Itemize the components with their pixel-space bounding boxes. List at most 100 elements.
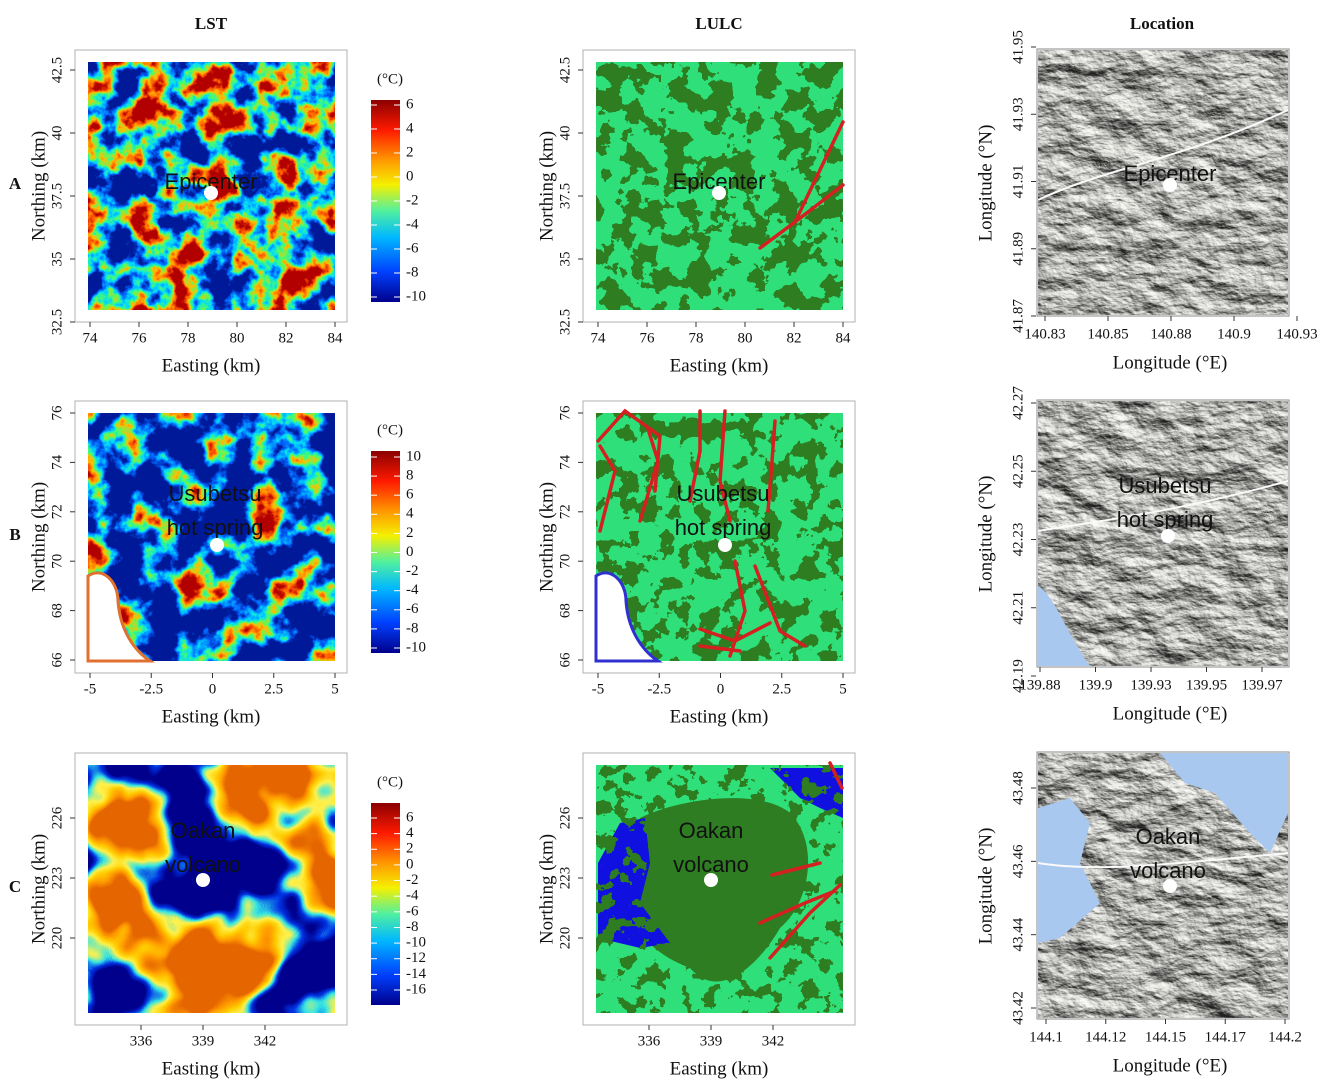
x-tick-label: 139.97 — [1241, 677, 1283, 693]
y-tick-label: 223 — [49, 867, 65, 890]
site-marker — [712, 186, 726, 200]
y-tick-label: 66 — [557, 652, 573, 668]
x-tick-label: 2.5 — [264, 681, 283, 697]
x-tick-label: 342 — [254, 1033, 277, 1049]
site-annotation: hot spring — [167, 515, 264, 540]
y-tick-label: 68 — [557, 603, 573, 618]
colorbar-tick-label: -14 — [406, 966, 426, 982]
x-tick-label: 144.2 — [1268, 1029, 1302, 1045]
x-tick-label: 80 — [230, 330, 245, 346]
x-tick-label: 342 — [762, 1033, 785, 1049]
x-tick-label: 339 — [700, 1033, 723, 1049]
colorbar-tick-label: 4 — [406, 506, 414, 522]
site-marker — [196, 873, 210, 887]
colorbar-tick-label: 6 — [406, 487, 414, 503]
x-axis-label: Longitude (°E) — [1113, 703, 1228, 724]
y-axis-label: Longitude (°N) — [975, 828, 996, 945]
site-annotation: hot spring — [1117, 507, 1214, 532]
colorbar-tick-label: -6 — [406, 903, 419, 919]
colorbar-tick-label: -10 — [406, 935, 426, 951]
x-tick-label: 144.17 — [1205, 1029, 1247, 1045]
colorbar-tick-label: -16 — [406, 981, 426, 997]
y-tick-label: 72 — [49, 504, 65, 519]
colorbar-tick-label: 4 — [406, 825, 414, 841]
colorbar-tick-label: -12 — [406, 950, 426, 966]
y-tick-label: 41.93 — [1010, 97, 1026, 131]
y-tick-label: 70 — [557, 554, 573, 569]
site-marker — [1163, 178, 1177, 192]
y-tick-label: 76 — [49, 405, 65, 421]
y-tick-label: 41.95 — [1010, 30, 1026, 64]
x-tick-label: 140.88 — [1150, 326, 1191, 342]
y-tick-label: 42.5 — [49, 57, 65, 83]
lst-raster — [88, 765, 335, 1013]
colorbar-tick-label: 2 — [406, 841, 414, 857]
site-annotation: Usubetsu — [169, 481, 262, 506]
site-marker — [210, 538, 224, 552]
y-tick-label: 42.27 — [1010, 386, 1026, 420]
x-tick-label: 139.95 — [1186, 677, 1227, 693]
x-tick-label: 74 — [83, 330, 99, 346]
column-title: LULC — [695, 14, 742, 33]
y-tick-label: 43.48 — [1010, 771, 1026, 805]
colorbar-tick-label: 8 — [406, 468, 414, 484]
x-tick-label: -5 — [84, 681, 97, 697]
y-tick-label: 40 — [557, 126, 573, 141]
site-annotation: volcano — [1130, 858, 1206, 883]
x-tick-label: 76 — [132, 330, 148, 346]
y-tick-label: 43.44 — [1010, 917, 1026, 951]
x-tick-label: -2.5 — [647, 681, 671, 697]
x-tick-label: 140.83 — [1024, 326, 1065, 342]
colorbar-tick-label: -4 — [406, 888, 419, 904]
x-tick-label: 5 — [839, 681, 847, 697]
colorbar-unit: (°C) — [377, 71, 403, 87]
y-tick-label: 74 — [49, 454, 65, 470]
site-annotation: Usubetsu — [677, 481, 770, 506]
x-tick-label: 144.1 — [1029, 1029, 1063, 1045]
colorbar-tick-label: -4 — [406, 216, 419, 232]
x-tick-label: 74 — [591, 330, 607, 346]
y-tick-label: 37.5 — [49, 183, 65, 209]
x-axis-label: Easting (km) — [162, 706, 261, 727]
y-tick-label: 42.5 — [557, 57, 573, 83]
colorbar-unit: (°C) — [377, 422, 403, 438]
y-tick-label: 41.89 — [1010, 232, 1026, 266]
y-tick-label: 66 — [49, 652, 65, 668]
x-tick-label: 5 — [331, 681, 339, 697]
colorbar-unit: (°C) — [377, 774, 403, 790]
site-marker — [1161, 529, 1175, 543]
y-tick-label: 72 — [557, 504, 573, 519]
x-tick-label: 82 — [787, 330, 802, 346]
site-annotation: Usubetsu — [1119, 473, 1212, 498]
colorbar-tick-label: 0 — [406, 856, 414, 872]
row-label: C — [9, 877, 21, 896]
y-tick-label: 226 — [49, 806, 65, 829]
column-title: Location — [1130, 14, 1195, 33]
x-tick-label: 84 — [328, 330, 344, 346]
y-tick-label: 32.5 — [49, 309, 65, 335]
y-tick-label: 76 — [557, 405, 573, 421]
x-axis-label: Easting (km) — [162, 1058, 261, 1079]
row-label: B — [9, 525, 20, 544]
y-tick-label: 226 — [557, 806, 573, 829]
row-label: A — [9, 174, 22, 193]
x-tick-label: 78 — [689, 330, 704, 346]
x-tick-label: 339 — [192, 1033, 215, 1049]
lulc-forest — [596, 765, 843, 1013]
y-tick-label: 42.25 — [1010, 454, 1026, 488]
x-tick-label: 78 — [181, 330, 196, 346]
x-tick-label: 336 — [638, 1033, 661, 1049]
y-tick-label: 223 — [557, 867, 573, 890]
x-tick-label: 0 — [717, 681, 725, 697]
x-tick-label: 144.15 — [1145, 1029, 1186, 1045]
y-axis-label: Longitude (°N) — [975, 476, 996, 593]
y-tick-label: 70 — [49, 554, 65, 569]
colorbar-tick-label: -6 — [406, 240, 419, 256]
x-tick-label: 82 — [279, 330, 294, 346]
colorbar-tick-label: 10 — [406, 448, 421, 464]
figure: LSTLULCLocationA74767880828432.53537.540… — [0, 0, 1327, 1079]
y-axis-label: Longitude (°N) — [975, 125, 996, 242]
x-axis-label: Easting (km) — [670, 706, 769, 727]
y-axis-label: Northing (km) — [536, 834, 557, 944]
site-annotation: Oakan — [679, 818, 744, 843]
